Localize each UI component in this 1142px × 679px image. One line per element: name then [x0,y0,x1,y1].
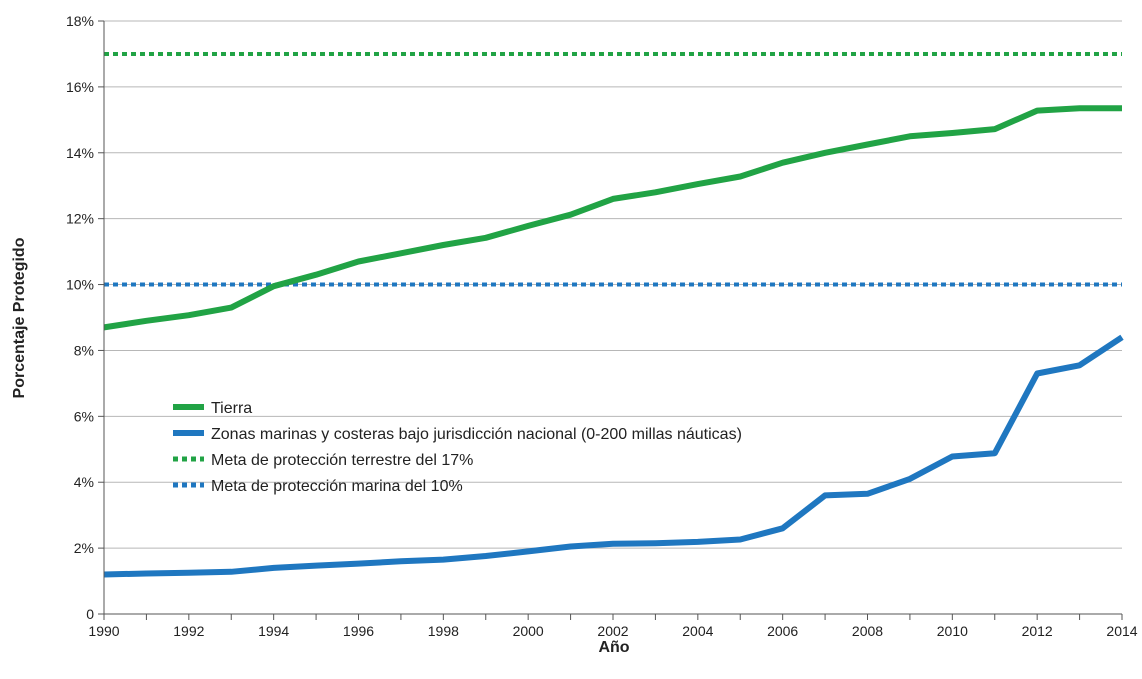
y-tick-label: 16% [66,79,94,95]
axes [98,20,1123,620]
y-tick-labels: 0 2% 4% 6% 8% 10% 12% 14% 16% 18% [66,13,94,622]
x-tick-label: 2010 [937,623,968,639]
x-tick-label: 2008 [852,623,883,639]
x-tick-label: 1990 [88,623,119,639]
x-tick-label: 2002 [597,623,628,639]
series-line-0 [103,105,1122,331]
y-tick-label: 8% [74,342,94,358]
y-tick-label: 12% [66,211,94,227]
y-tick-label: 18% [66,13,94,29]
x-tick-label: 2004 [682,623,713,639]
x-tick-label: 2000 [513,623,544,639]
y-axis-title: Porcentaje Protegido [11,237,28,398]
y-tick-label: 2% [74,540,94,556]
legend-label: Meta de protección terrestre del 17% [211,452,473,469]
legend-label: Tierra [211,400,252,417]
x-tick-label: 1998 [428,623,459,639]
series-line-1 [103,334,1124,578]
legend-label: Zonas marinas y costeras bajo jurisdicci… [211,426,742,443]
series-lines [103,105,1124,578]
y-tick-label: 6% [74,408,94,424]
x-tick-label: 1994 [258,623,289,639]
x-tick-label: 2014 [1106,623,1137,639]
target-lines [104,51,1122,287]
y-tick-label: 4% [74,474,94,490]
x-tick-label: 1996 [343,623,374,639]
y-tick-label: 14% [66,145,94,161]
x-axis-title: Año [598,639,629,656]
y-tick-label: 10% [66,277,94,293]
x-tick-label: 2006 [767,623,798,639]
y-tick-label: 0 [86,606,94,622]
legend-label: Meta de protección marina del 10% [211,478,463,495]
legend: Tierra Zonas marinas y costeras bajo juri… [173,400,742,495]
x-tick-label: 1992 [173,623,204,639]
x-tick-labels: 1990 1992 1994 1996 1998 2000 2002 2004 2006 2008… [88,623,1137,639]
x-tick-label: 2012 [1022,623,1053,639]
